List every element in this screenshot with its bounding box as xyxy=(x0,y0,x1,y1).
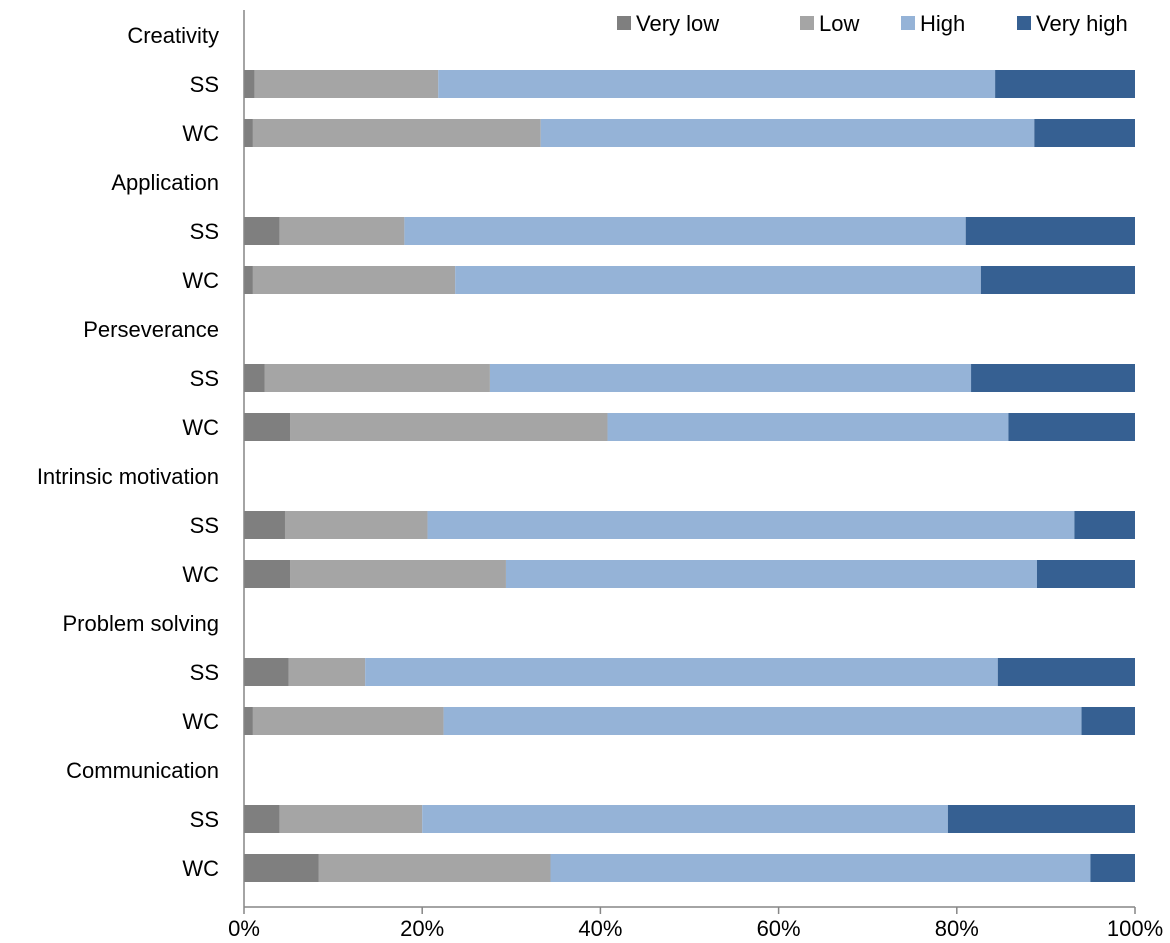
bar-segment-low xyxy=(252,707,444,735)
bar-segment-low xyxy=(318,854,551,882)
bar-segment-very-high xyxy=(947,805,1135,833)
bar-segment-high xyxy=(438,70,996,98)
group-label: Creativity xyxy=(127,23,219,48)
x-tick-label: 100% xyxy=(1107,916,1163,941)
bar-segment-low xyxy=(288,658,366,686)
x-tick-label: 80% xyxy=(935,916,979,941)
bar-segment-low xyxy=(284,511,428,539)
legend-label: Low xyxy=(819,11,859,36)
bar-segment-very-high xyxy=(1081,707,1135,735)
bar-segment-very-low xyxy=(244,266,253,294)
row-label: SS xyxy=(190,513,219,538)
row-label: SS xyxy=(190,72,219,97)
x-tick-label: 40% xyxy=(578,916,622,941)
bar-segment-very-low xyxy=(244,364,265,392)
bar-segment-very-low xyxy=(244,658,289,686)
bar-segment-high xyxy=(607,413,1009,441)
group-label: Communication xyxy=(66,758,219,783)
bar-segment-very-low xyxy=(244,217,280,245)
legend-label: High xyxy=(920,11,965,36)
bar-segment-very-high xyxy=(1090,854,1135,882)
bar-segment-low xyxy=(264,364,490,392)
bar-segment-low xyxy=(290,413,608,441)
group-label: Perseverance xyxy=(83,317,219,342)
bar-segment-very-low xyxy=(244,707,253,735)
bar-segment-very-high xyxy=(1034,119,1135,147)
group-label: Application xyxy=(111,170,219,195)
bar-segment-high xyxy=(427,511,1075,539)
row-label: WC xyxy=(182,562,219,587)
bar-segment-very-low xyxy=(244,413,291,441)
bar-segment-high xyxy=(404,217,966,245)
bar-segment-very-low xyxy=(244,854,319,882)
bar-segment-low xyxy=(290,560,506,588)
row-label: SS xyxy=(190,807,219,832)
legend-swatch xyxy=(901,16,915,30)
x-tick-label: 0% xyxy=(228,916,260,941)
row-label: SS xyxy=(190,366,219,391)
bar-segment-high xyxy=(455,266,981,294)
legend-swatch xyxy=(617,16,631,30)
bar-segment-very-high xyxy=(965,217,1135,245)
bar-segment-very-low xyxy=(244,119,253,147)
group-label: Problem solving xyxy=(62,611,219,636)
bar-segment-high xyxy=(422,805,948,833)
bar-segment-very-high xyxy=(995,70,1135,98)
bar-segment-very-high xyxy=(997,658,1135,686)
row-label: SS xyxy=(190,219,219,244)
legend-swatch xyxy=(1017,16,1031,30)
row-label: WC xyxy=(182,121,219,146)
x-tick-label: 20% xyxy=(400,916,444,941)
bar-segment-low xyxy=(279,217,405,245)
row-label: WC xyxy=(182,415,219,440)
bar-segment-high xyxy=(443,707,1082,735)
bar-segment-low xyxy=(279,805,423,833)
bar-segment-low xyxy=(252,119,541,147)
bar-segment-very-high xyxy=(1074,511,1135,539)
bar-segment-very-low xyxy=(244,70,255,98)
bar-segment-high xyxy=(540,119,1035,147)
bar-segment-high xyxy=(489,364,972,392)
row-label: WC xyxy=(182,268,219,293)
row-label: WC xyxy=(182,856,219,881)
bar-segment-very-high xyxy=(1036,560,1135,588)
bar-segment-very-high xyxy=(980,266,1135,294)
bar-segment-high xyxy=(505,560,1037,588)
bar-segment-very-high xyxy=(971,364,1135,392)
bar-segment-low xyxy=(252,266,456,294)
legend-label: Very high xyxy=(1036,11,1128,36)
row-label: SS xyxy=(190,660,219,685)
bar-segment-low xyxy=(254,70,439,98)
legend-swatch xyxy=(800,16,814,30)
legend-label: Very low xyxy=(636,11,719,36)
bar-segment-very-low xyxy=(244,511,285,539)
group-label: Intrinsic motivation xyxy=(37,464,219,489)
bar-segment-high xyxy=(365,658,998,686)
bar-segment-very-high xyxy=(1008,413,1135,441)
x-tick-label: 60% xyxy=(757,916,801,941)
bar-segment-very-low xyxy=(244,805,280,833)
bar-segment-high xyxy=(550,854,1091,882)
bar-segment-very-low xyxy=(244,560,291,588)
row-label: WC xyxy=(182,709,219,734)
